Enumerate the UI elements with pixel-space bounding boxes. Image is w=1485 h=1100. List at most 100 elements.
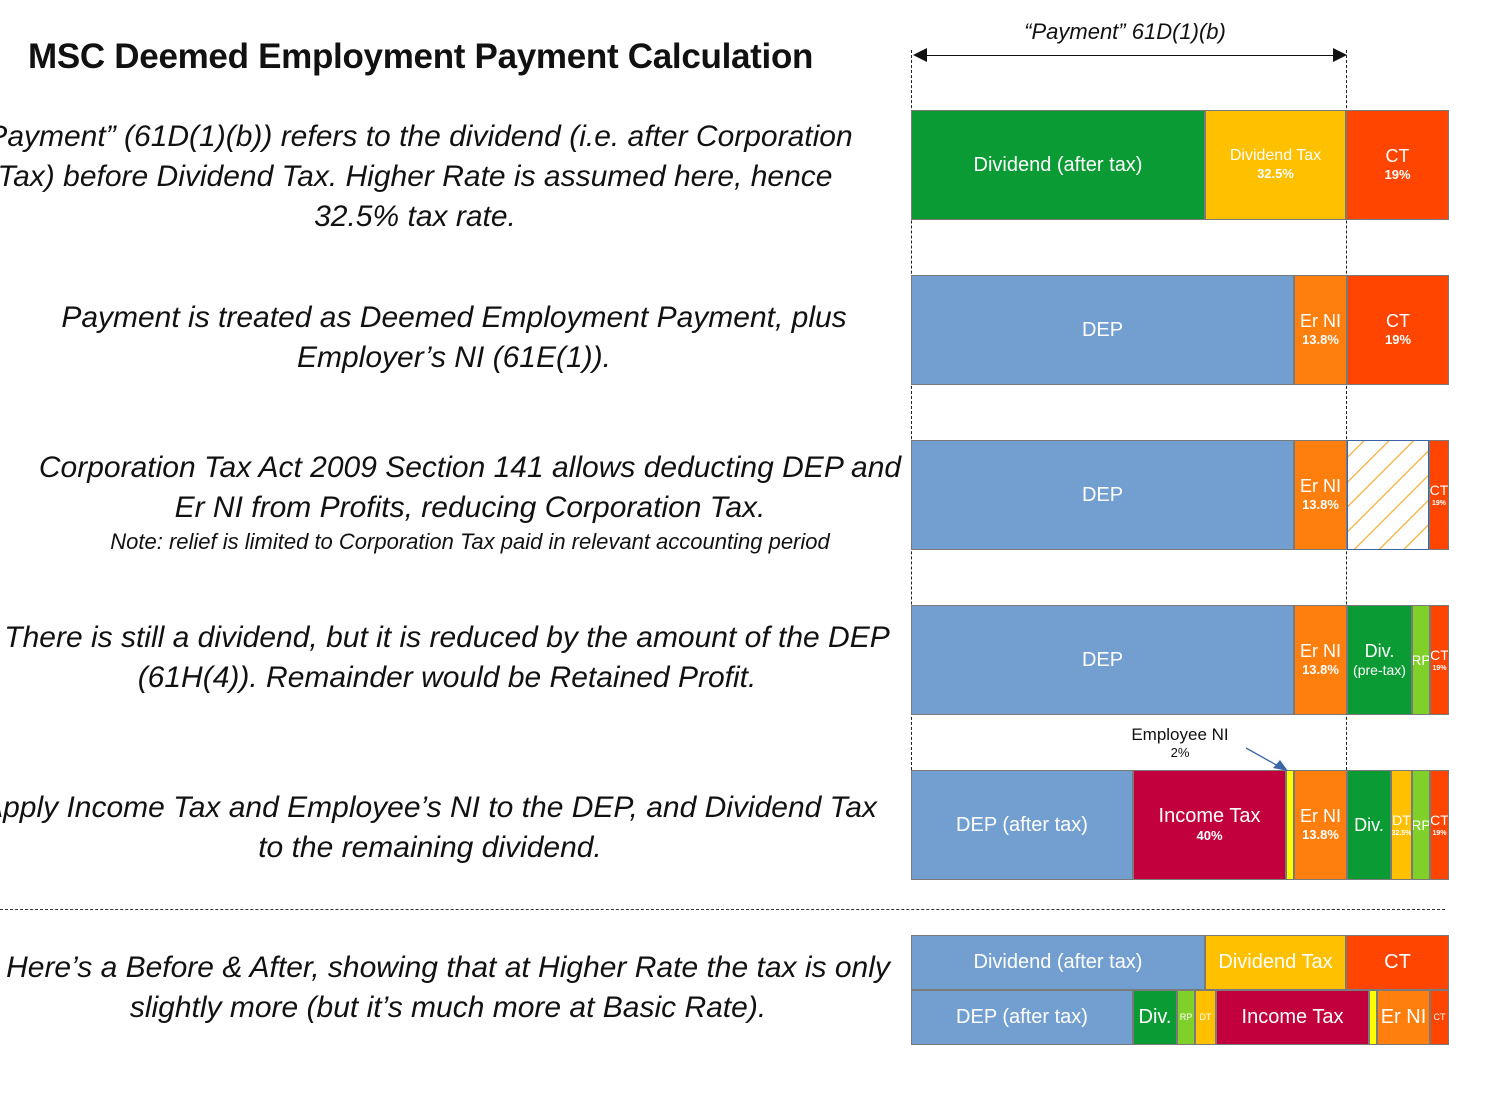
bar-4-segment-2: Er NI 13.8% [1294, 605, 1347, 715]
step-1-description: “Payment” (61D(1)(b)) refers to the divi… [0, 117, 865, 237]
bar-step-4: DEP Er NI 13.8% Div. (pre-tax) RP CT 19% [911, 605, 1449, 715]
bar-step-2: DEP Er NI 13.8% CT 19% [911, 275, 1449, 385]
segment-label: Dividend Tax [1218, 951, 1333, 973]
segment-rate: 19% [1431, 499, 1446, 507]
step-6-text: Here’s a Before & After, showing that at… [6, 951, 890, 1024]
segment-rate: 40% [1196, 828, 1223, 844]
bar-1-segment-3: CT 19% [1346, 110, 1449, 220]
segment-label: Dividend (after tax) [973, 951, 1143, 973]
segment-rate: 19% [1384, 166, 1411, 182]
bar-5-segment-5: Div. [1347, 770, 1391, 880]
step-5-description: Apply Income Tax and Employee’s NI to th… [0, 788, 880, 868]
segment-label: Div. [1138, 1006, 1172, 1028]
segment-label: Div. [1354, 814, 1384, 835]
segment-label: CT [1430, 647, 1449, 664]
bar-6-segment-1: Dividend (after tax) [911, 935, 1205, 990]
segment-rate: 13.8% [1302, 331, 1339, 347]
bar-3-segment-2: Er NI 13.8% [1294, 440, 1347, 550]
segment-label: DEP [1081, 483, 1124, 506]
segment-label: Income Tax [1241, 1006, 1344, 1028]
bar-1-segment-2: Dividend Tax 32.5% [1205, 110, 1346, 220]
section-divider [0, 909, 1445, 910]
step-3-description: Corporation Tax Act 2009 Section 141 all… [20, 448, 920, 556]
bar-7-segment-7: Er NI [1377, 990, 1430, 1045]
segment-label: CT [1385, 146, 1410, 167]
bar-step-3: DEP Er NI 13.8% CT 19% [911, 440, 1449, 550]
segment-label: CT [1384, 951, 1411, 973]
bar-4-segment-1: DEP [911, 605, 1294, 715]
step-4-description: There is still a dividend, but it is red… [0, 618, 897, 698]
bar-5-segment-1: DEP (after tax) [911, 770, 1133, 880]
segment-label: DT [1392, 812, 1411, 829]
segment-label: RP [1412, 816, 1430, 833]
bar-4-segment-4: RP [1412, 605, 1430, 715]
segment-label: Dividend Tax [1229, 147, 1322, 165]
employee-ni-callout: Employee NI 2% [1110, 725, 1250, 761]
segment-rate: 32.5% [1391, 829, 1412, 837]
callout-arrow-icon [1245, 747, 1288, 771]
callout-label: Employee NI [1131, 725, 1229, 744]
bar-3-segment-1: DEP [911, 440, 1294, 550]
bar-step-5: DEP (after tax) Income Tax 40% Er NI 13.8% Di… [911, 770, 1449, 880]
segment-rate: (pre-tax) [1353, 662, 1406, 679]
bar-4-segment-3: Div. (pre-tax) [1347, 605, 1412, 715]
bar-before: Dividend (after tax) Dividend Tax CT [911, 935, 1449, 990]
bar-2-segment-1: DEP [911, 275, 1294, 385]
segment-rate: 19% [1432, 664, 1447, 672]
guide-line-right [1346, 50, 1347, 770]
bar-step-1: Dividend (after tax) Dividend Tax 32.5% CT 1… [911, 110, 1449, 220]
step-2-description: Payment is treated as Deemed Employment … [4, 298, 904, 378]
step-3-text: Corporation Tax Act 2009 Section 141 all… [38, 451, 902, 524]
segment-label: Er NI [1299, 641, 1341, 662]
segment-label: Er NI [1299, 311, 1341, 332]
arrow-left-icon [913, 48, 927, 62]
segment-label: Income Tax [1158, 805, 1261, 828]
segment-label: DT [1199, 1012, 1212, 1023]
segment-label: CT [1429, 482, 1449, 499]
bar-2-segment-2: Er NI 13.8% [1294, 275, 1347, 385]
bar-7-segment-2: Div. [1133, 990, 1177, 1045]
segment-rate: 19% [1384, 331, 1412, 347]
segment-label: RP [1179, 1012, 1193, 1023]
segment-rate: 13.8% [1302, 826, 1339, 842]
guide-line-left [911, 50, 912, 770]
bar-7-segment-3: RP [1177, 990, 1195, 1045]
bar-after: DEP (after tax) Div. RP DT Income Tax Er NI CT [911, 990, 1449, 1045]
segment-label: Div. [1364, 640, 1395, 661]
bar-7-segment-8: CT [1430, 990, 1449, 1045]
bar-6-segment-2: Dividend Tax [1205, 935, 1346, 990]
segment-rate: 13.8% [1302, 496, 1339, 512]
step-3-note: Note: relief is limited to Corporation T… [110, 529, 830, 554]
bar-4-segment-5: CT 19% [1430, 605, 1449, 715]
segment-rate: 32.5% [1257, 165, 1294, 181]
bar-6-segment-3: CT [1346, 935, 1449, 990]
step-6-description: Here’s a Before & After, showing that at… [0, 948, 898, 1028]
bar-5-segment-8: CT 19% [1430, 770, 1449, 880]
segment-label: CT [1386, 311, 1410, 332]
segment-label: Dividend (after tax) [973, 153, 1143, 176]
step-4-text: There is still a dividend, but it is red… [4, 621, 890, 694]
page-title: MSC Deemed Employment Payment Calculatio… [28, 37, 814, 76]
step-5-text: Apply Income Tax and Employee’s NI to th… [0, 791, 877, 864]
bar-7-segment-4: DT [1195, 990, 1216, 1045]
bar-2-segment-3: CT 19% [1347, 275, 1449, 385]
bar-5-segment-7: RP [1412, 770, 1430, 880]
segment-label: DEP [1081, 318, 1124, 341]
segment-label: RP [1412, 651, 1430, 668]
segment-label: DEP [1081, 648, 1124, 671]
payment-brace-label: “Payment” 61D(1)(b) [1024, 19, 1226, 44]
bar-7-segment-5: Income Tax [1216, 990, 1369, 1045]
callout-value: 2% [1170, 745, 1190, 760]
segment-label: CT [1430, 812, 1449, 829]
segment-label: Er NI [1299, 806, 1341, 827]
segment-label: Er NI [1299, 476, 1341, 497]
bar-7-segment-1: DEP (after tax) [911, 990, 1133, 1045]
bar-5-segment-2: Income Tax 40% [1133, 770, 1286, 880]
bar-3-segment-3 [1347, 440, 1429, 550]
payment-span-line [918, 55, 1338, 56]
segment-label: Er NI [1380, 1006, 1427, 1028]
bar-5-segment-6: DT 32.5% [1391, 770, 1412, 880]
bar-3-segment-4: CT 19% [1429, 440, 1449, 550]
segment-label: CT [1433, 1012, 1446, 1023]
bar-5-segment-4: Er NI 13.8% [1294, 770, 1347, 880]
